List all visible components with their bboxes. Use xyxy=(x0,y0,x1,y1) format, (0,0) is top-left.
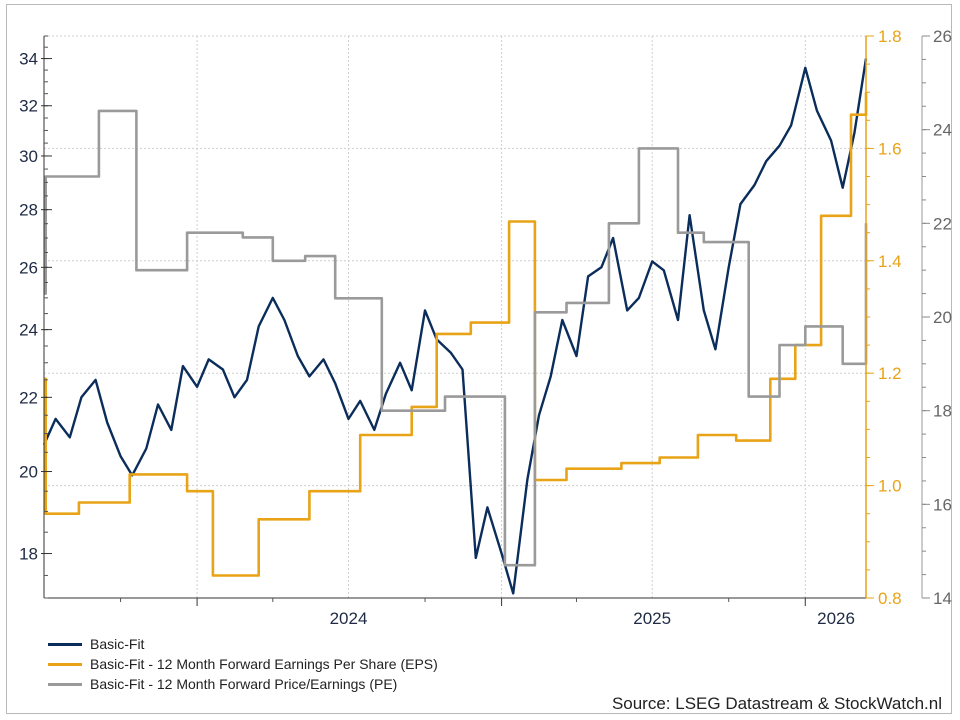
left-tick-label: 26 xyxy=(19,258,38,277)
left-tick-label: 32 xyxy=(19,97,38,116)
legend-label: Basic-Fit xyxy=(90,636,145,652)
legend-swatch xyxy=(48,662,82,666)
legend-entry: Basic-Fit - 12 Month Forward Price/Earni… xyxy=(48,674,438,694)
right-inner-tick-label: 0.8 xyxy=(878,589,902,608)
gridlines xyxy=(44,35,866,599)
axes: 18 20 22 24 26 28 30 32 34 0.8 1.0 1.2 1.4 1.6 1.8 14 16… xyxy=(19,27,952,628)
legend-entry: Basic-Fit - 12 Month Forward Earnings Pe… xyxy=(48,654,438,674)
x-tick-label: 2026 xyxy=(817,609,855,628)
right-outer-tick-label: 20 xyxy=(933,308,952,327)
right-inner-tick-label: 1.2 xyxy=(878,364,902,383)
right-outer-tick-label: 26 xyxy=(933,27,952,46)
chart-frame xyxy=(6,4,952,714)
source-note: Source: LSEG Datastream & StockWatch.nl xyxy=(611,694,942,713)
right-outer-tick-label: 18 xyxy=(933,402,952,421)
legend-label: Basic-Fit - 12 Month Forward Price/Earni… xyxy=(90,676,398,692)
right-outer-tick-label: 14 xyxy=(933,589,952,608)
legend-swatch xyxy=(48,642,82,646)
series-lines xyxy=(42,58,868,595)
legend-label: Basic-Fit - 12 Month Forward Earnings Pe… xyxy=(90,656,438,672)
left-tick-label: 34 xyxy=(19,50,38,69)
right-inner-tick-label: 1.0 xyxy=(878,477,902,496)
series-line-0 xyxy=(42,58,868,595)
right-inner-tick-label: 1.6 xyxy=(878,139,902,158)
left-tick-label: 20 xyxy=(19,463,38,482)
right-outer-tick-label: 24 xyxy=(933,121,952,140)
x-tick-label: 2025 xyxy=(633,609,671,628)
right-inner-tick-label: 1.4 xyxy=(878,252,902,271)
legend-entry: Basic-Fit xyxy=(48,634,438,654)
left-tick-label: 24 xyxy=(19,321,38,340)
legend-swatch xyxy=(48,682,82,686)
right-outer-tick-label: 16 xyxy=(933,495,952,514)
right-outer-tick-label: 22 xyxy=(933,214,952,233)
series-line-2 xyxy=(44,109,868,567)
line-chart: 18 20 22 24 26 28 30 32 34 0.8 1.0 1.2 1.4 1.6 1.8 14 16… xyxy=(19,27,952,628)
right-inner-tick-label: 1.8 xyxy=(878,27,902,46)
left-tick-label: 22 xyxy=(19,388,38,407)
left-tick-label: 30 xyxy=(19,147,38,166)
left-tick-label: 28 xyxy=(19,201,38,220)
x-tick-label: 2024 xyxy=(330,609,368,628)
series-line-1 xyxy=(44,92,868,577)
left-tick-label: 18 xyxy=(19,545,38,564)
legend: Basic-Fit Basic-Fit - 12 Month Forward Ea… xyxy=(48,634,438,694)
